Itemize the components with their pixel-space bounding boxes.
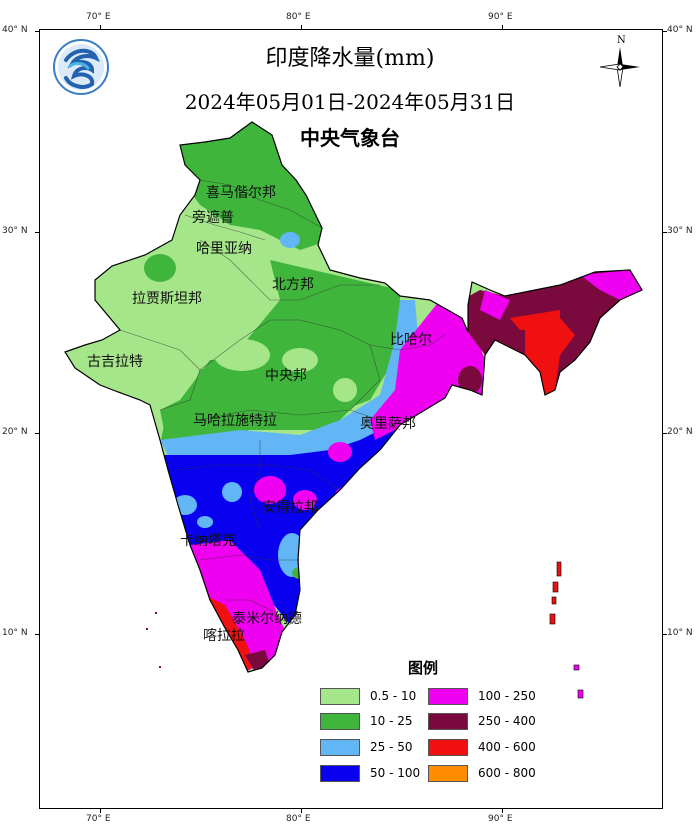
region-label: 泰米尔纳德 [232, 611, 302, 627]
legend-item: 400 - 600 [428, 737, 536, 757]
compass-north-label: N [617, 35, 626, 46]
legend-swatch [320, 764, 360, 782]
legend-item: 100 - 250 [428, 686, 536, 706]
region-label: 喜马偕尔邦 [206, 185, 276, 201]
north-compass-icon: N [599, 35, 640, 88]
legend-label: 50 - 100 [370, 766, 421, 780]
legend-swatch [428, 764, 468, 782]
bottom-tick-80e: 80° E [286, 814, 311, 824]
region-label: 拉贾斯坦邦 [132, 291, 202, 307]
region-label: 哈里亚纳 [196, 241, 252, 257]
legend-swatch [428, 738, 468, 756]
region-label: 奥里萨邦 [360, 416, 416, 432]
region-label: 比哈尔 [390, 332, 432, 348]
legend-item: 25 - 50 [320, 737, 413, 757]
legend-item: 50 - 100 [320, 763, 420, 783]
top-tick-70e: 70° E [86, 12, 111, 22]
right-tick-40n: 40° N [667, 25, 693, 35]
legend-label: 250 - 400 [478, 714, 536, 728]
map-frame [39, 29, 663, 809]
region-label: 喀拉拉 [203, 628, 245, 644]
region-label: 旁遮普 [192, 210, 234, 226]
region-label: 卡纳塔克 [180, 533, 236, 549]
left-tick-10n: 10° N [2, 628, 28, 638]
legend-item: 600 - 800 [428, 763, 536, 783]
left-tick-30n: 30° N [2, 226, 28, 236]
legend-swatch [320, 712, 360, 730]
organization: 中央气象台 [300, 126, 400, 150]
legend-swatch [428, 712, 468, 730]
left-tick-20n: 20° N [2, 427, 28, 437]
legend-swatch [428, 687, 468, 705]
right-tick-30n: 30° N [667, 226, 693, 236]
right-tick-10n: 10° N [667, 628, 693, 638]
left-tick-40n: 40° N [2, 25, 28, 35]
bottom-tick-70e: 70° E [86, 814, 111, 824]
legend-label: 10 - 25 [370, 714, 413, 728]
legend-label: 600 - 800 [478, 766, 536, 780]
legend-label: 0.5 - 10 [370, 689, 417, 703]
region-label: 马哈拉施特拉 [193, 413, 277, 429]
legend-item: 10 - 25 [320, 711, 413, 731]
map-title: 印度降水量(mm) [265, 46, 435, 71]
date-range: 2024年05月01日-2024年05月31日 [184, 90, 516, 114]
legend-label: 100 - 250 [478, 689, 536, 703]
legend-label: 400 - 600 [478, 740, 536, 754]
legend-swatch [320, 687, 360, 705]
cma-logo-icon [53, 39, 109, 95]
region-label: 安得拉邦 [262, 500, 318, 516]
top-tick-90e: 90° E [488, 12, 513, 22]
bottom-tick-90e: 90° E [488, 814, 513, 824]
legend-swatch [320, 738, 360, 756]
legend-title: 图例 [408, 659, 439, 677]
region-label: 古吉拉特 [87, 354, 143, 370]
top-tick-80e: 80° E [286, 12, 311, 22]
legend-item: 0.5 - 10 [320, 686, 416, 706]
right-tick-20n: 20° N [667, 427, 693, 437]
region-label: 北方邦 [272, 277, 314, 293]
region-label: 中央邦 [265, 368, 307, 384]
legend-label: 25 - 50 [370, 740, 413, 754]
legend-item: 250 - 400 [428, 711, 536, 731]
